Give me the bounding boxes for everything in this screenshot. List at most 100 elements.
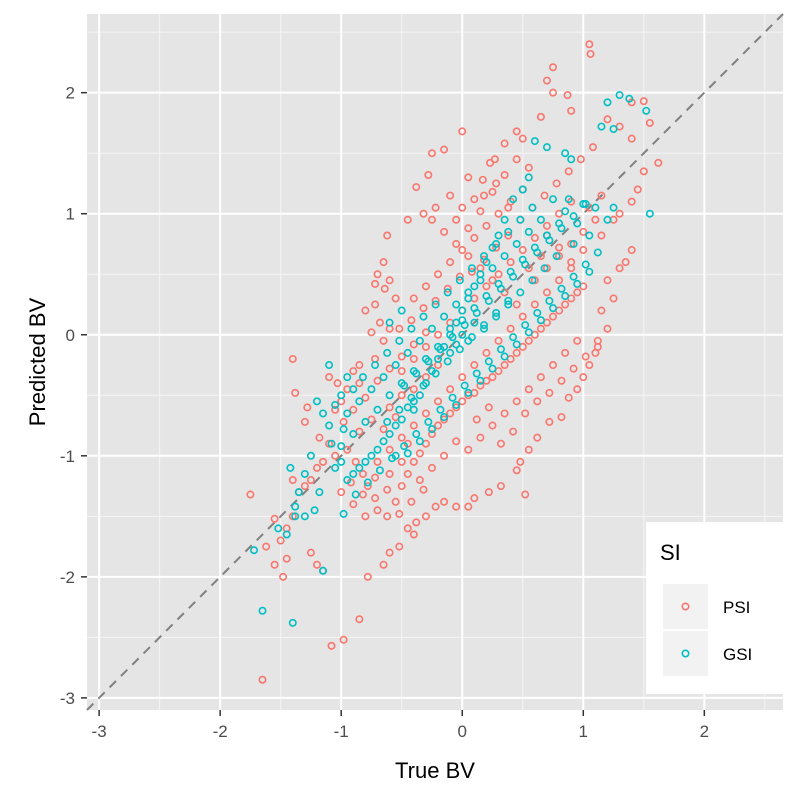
point-gsi — [492, 312, 501, 321]
point-gsi — [470, 304, 479, 313]
point-psi — [621, 258, 630, 267]
point-psi — [500, 139, 509, 148]
point-psi — [440, 145, 449, 154]
point-psi — [312, 560, 321, 569]
point-psi — [379, 258, 388, 267]
point-psi — [488, 421, 497, 430]
point-psi — [397, 457, 406, 466]
point-psi — [597, 306, 606, 315]
point-psi — [419, 485, 428, 494]
point-gsi — [312, 397, 321, 406]
point-psi — [325, 439, 334, 448]
point-gsi — [480, 324, 489, 333]
point-psi — [397, 482, 406, 491]
point-psi — [470, 494, 479, 503]
point-gsi — [549, 304, 558, 313]
point-gsi — [310, 506, 319, 515]
point-gsi — [379, 437, 388, 446]
point-gsi — [361, 457, 370, 466]
point-gsi — [464, 288, 473, 297]
point-psi — [564, 393, 573, 402]
point-psi — [476, 207, 485, 216]
point-psi — [385, 445, 394, 454]
point-psi — [603, 276, 612, 285]
point-gsi — [436, 405, 445, 414]
point-gsi — [521, 321, 530, 330]
x-tick-label: -2 — [213, 722, 228, 741]
point-gsi — [569, 239, 578, 248]
point-psi — [349, 405, 358, 414]
point-gsi — [452, 340, 461, 349]
point-psi — [427, 149, 436, 158]
point-gsi — [258, 606, 267, 615]
point-psi — [403, 524, 412, 533]
point-psi — [371, 300, 380, 309]
point-gsi — [625, 94, 634, 103]
point-psi — [395, 542, 404, 551]
point-gsi — [494, 279, 503, 288]
point-gsi — [403, 449, 412, 458]
point-gsi — [530, 137, 539, 146]
point-gsi — [424, 417, 433, 426]
point-psi — [609, 294, 618, 303]
point-gsi — [403, 348, 412, 357]
point-psi — [639, 97, 648, 106]
point-psi — [276, 536, 285, 545]
point-psi — [282, 554, 291, 563]
point-psi — [654, 158, 663, 167]
point-psi — [593, 342, 602, 351]
point-psi — [524, 385, 533, 394]
point-psi — [467, 267, 476, 276]
point-gsi — [593, 248, 602, 257]
point-psi — [464, 445, 473, 454]
point-gsi — [358, 373, 367, 382]
point-psi — [415, 476, 424, 485]
point-gsi — [492, 239, 501, 248]
point-psi — [434, 421, 443, 430]
point-psi — [375, 318, 384, 327]
point-psi — [540, 191, 549, 200]
point-psi — [409, 340, 418, 349]
point-psi — [367, 328, 376, 337]
y-tick-label: -2 — [60, 568, 75, 587]
point-gsi — [375, 466, 384, 475]
point-psi — [524, 445, 533, 454]
point-gsi — [573, 279, 582, 288]
point-gsi — [395, 336, 404, 345]
point-gsi — [488, 264, 497, 273]
point-psi — [524, 163, 533, 172]
point-gsi — [573, 219, 582, 228]
point-psi — [446, 385, 455, 394]
point-psi — [409, 457, 418, 466]
point-gsi — [512, 239, 521, 248]
point-psi — [555, 276, 564, 285]
point-psi — [576, 155, 585, 164]
point-psi — [355, 379, 364, 388]
point-psi — [545, 417, 554, 426]
point-gsi — [319, 409, 328, 418]
point-gsi — [524, 173, 533, 182]
point-gsi — [509, 195, 518, 204]
point-psi — [421, 328, 430, 337]
point-psi — [443, 284, 452, 293]
point-psi — [536, 373, 545, 382]
point-gsi — [431, 300, 440, 309]
point-psi — [486, 158, 495, 167]
point-gsi — [480, 252, 489, 261]
point-psi — [458, 127, 467, 136]
x-axis-ticks: -3 -2 -1 0 1 2 — [92, 710, 709, 741]
point-psi — [383, 512, 392, 521]
point-psi — [303, 403, 312, 412]
point-psi — [512, 466, 521, 475]
point-psi — [291, 388, 300, 397]
point-gsi — [383, 348, 392, 357]
point-psi — [542, 221, 551, 230]
point-psi — [627, 246, 636, 255]
point-psi — [603, 324, 612, 333]
point-psi — [518, 134, 527, 143]
point-gsi — [467, 264, 476, 273]
point-psi — [385, 403, 394, 412]
point-psi — [521, 490, 530, 499]
point-gsi — [415, 391, 424, 400]
point-psi — [561, 348, 570, 357]
